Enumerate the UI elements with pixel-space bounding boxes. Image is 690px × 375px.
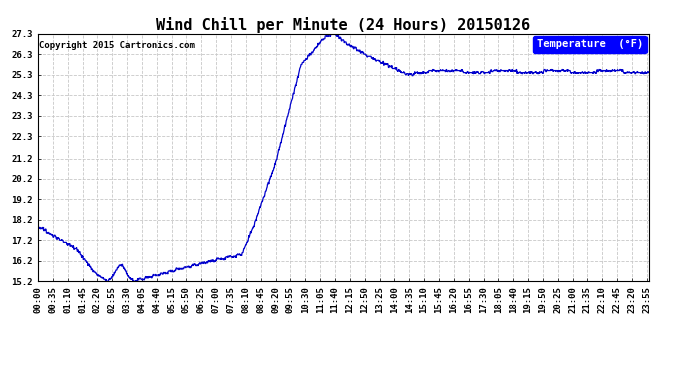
Text: Copyright 2015 Cartronics.com: Copyright 2015 Cartronics.com (39, 41, 195, 50)
Legend: Temperature  (°F): Temperature (°F) (533, 36, 647, 53)
Title: Wind Chill per Minute (24 Hours) 20150126: Wind Chill per Minute (24 Hours) 2015012… (156, 16, 531, 33)
